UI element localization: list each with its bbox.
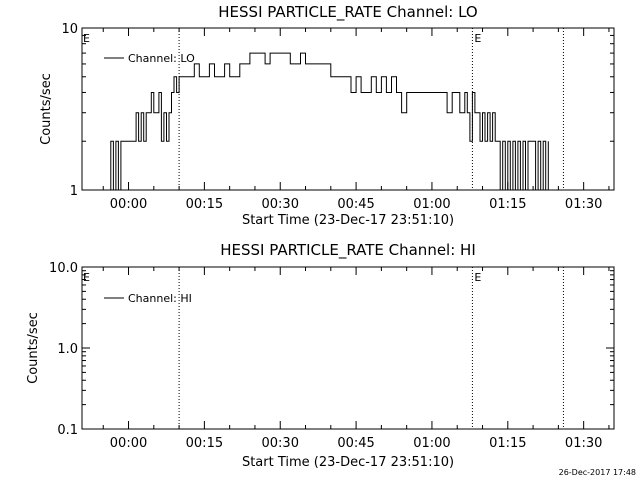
x-axis-label: Start Time (23-Dec-17 23:51:10) (242, 213, 454, 228)
x-tick-label: 01:30 (565, 197, 602, 212)
x-tick-label: 01:15 (489, 436, 526, 451)
chart-title: HESSI PARTICLE_RATE Channel: LO (218, 3, 477, 22)
chart-panel-lo: HESSI PARTICLE_RATE Channel: LO Start Ti… (39, 3, 615, 228)
event-marker-label: E (474, 271, 481, 284)
event-marker-label: E (83, 271, 90, 284)
x-tick-label: 00:45 (337, 197, 374, 212)
x-tick-label: 00:30 (262, 197, 299, 212)
y-tick-label: 10.0 (49, 261, 78, 276)
legend: Channel: HI (104, 292, 192, 305)
event-marker-label: E (474, 32, 481, 45)
y-axis-label: Counts/sec (26, 312, 41, 384)
x-tick-label: 00:15 (186, 197, 223, 212)
plot-content: 00:00 00:15 00:30 00:45 01:00 01:15 01:30 0.1 1.… (49, 261, 614, 451)
x-tick-label: 01:00 (413, 197, 450, 212)
event-marker-label: E (83, 32, 90, 45)
y-tick-label: 0.1 (57, 423, 78, 438)
x-tick-label: 00:45 (337, 436, 374, 451)
chart-panel-hi: HESSI PARTICLE_RATE Channel: HI Start Ti… (26, 241, 615, 470)
x-tick-label: 00:15 (186, 436, 223, 451)
y-tick-label: 1 (70, 184, 78, 199)
x-axis-label: Start Time (23-Dec-17 23:51:10) (242, 455, 454, 470)
x-tick-label: 01:15 (489, 197, 526, 212)
legend-label: Channel: LO (128, 52, 195, 65)
plot-frame (81, 27, 615, 191)
x-tick-label: 00:00 (110, 436, 147, 451)
legend: Channel: LO (104, 52, 195, 65)
x-tick-label: 01:30 (565, 436, 602, 451)
y-tick-label: 10 (61, 22, 78, 37)
y-tick-label: 1.0 (57, 342, 78, 357)
timestamp: 26-Dec-2017 17:48 (559, 468, 636, 477)
chart-title: HESSI PARTICLE_RATE Channel: HI (220, 241, 476, 260)
plot-content: 00:00 00:15 00:30 00:45 01:00 01:15 01:30 1 10 E E (61, 22, 614, 212)
legend-label: Channel: HI (128, 292, 192, 305)
x-tick-label: 00:30 (262, 436, 299, 451)
y-axis-label: Counts/sec (39, 73, 54, 145)
series-line (108, 52, 549, 191)
x-tick-label: 00:00 (110, 197, 147, 212)
x-tick-label: 01:00 (413, 436, 450, 451)
